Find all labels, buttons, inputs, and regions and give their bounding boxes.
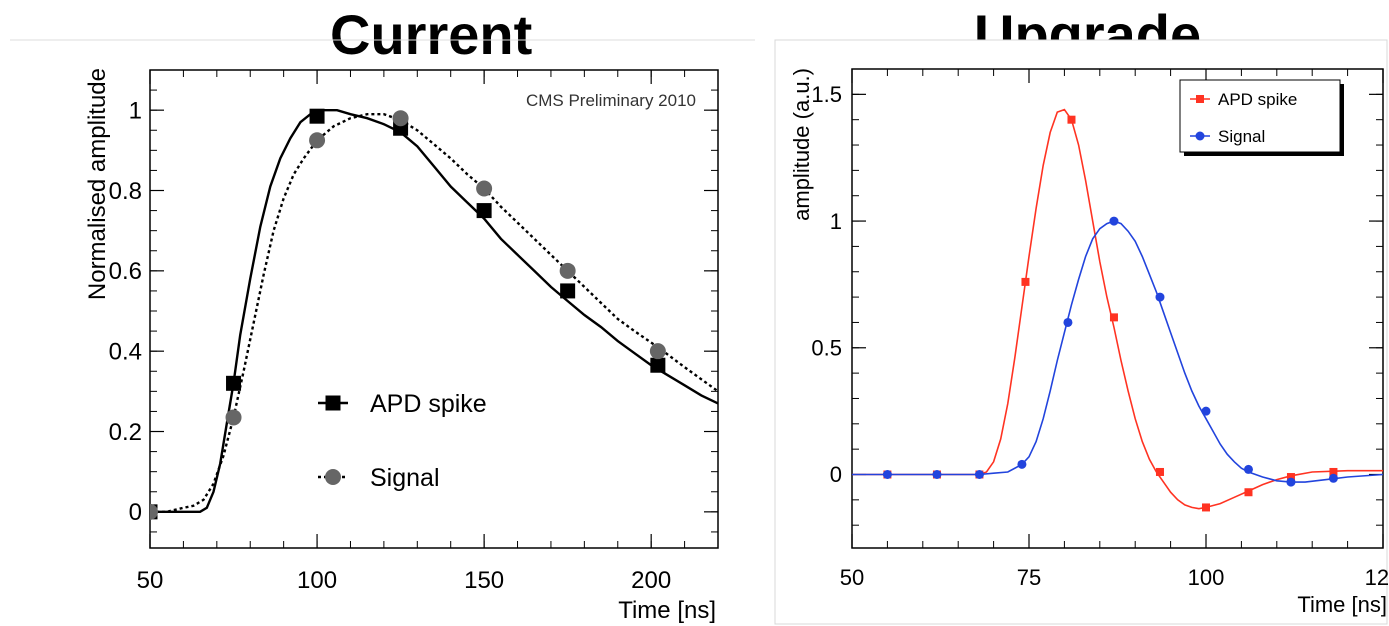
data-point-square bbox=[1286, 473, 1295, 482]
left-panel-title: Current bbox=[330, 3, 533, 66]
y-axis-label: Normalised amplitude bbox=[84, 68, 111, 300]
data-point-square bbox=[226, 375, 242, 391]
y-tick-label: 0 bbox=[129, 499, 142, 526]
series-line-0 bbox=[150, 108, 718, 513]
data-point-circle bbox=[309, 132, 326, 149]
data-point-square bbox=[1109, 313, 1118, 322]
data-point-circle bbox=[150, 503, 158, 520]
data-point-square bbox=[1155, 467, 1164, 476]
legend-label-1: Signal bbox=[370, 464, 440, 492]
data-point-square bbox=[560, 283, 576, 299]
x-axis-label: Time [ns] bbox=[1297, 592, 1387, 617]
data-point-circle bbox=[1243, 464, 1253, 474]
x-tick-label: 150 bbox=[464, 567, 504, 594]
plot-frame bbox=[851, 68, 1384, 549]
legend-marker-circle bbox=[1195, 131, 1205, 141]
x-tick-label: 100 bbox=[297, 567, 337, 594]
data-point-circle bbox=[1286, 477, 1296, 487]
data-point-circle bbox=[1063, 317, 1073, 327]
legend-label-0: APD spike bbox=[370, 390, 487, 418]
data-point-square bbox=[1021, 277, 1030, 286]
data-point-circle bbox=[649, 343, 666, 360]
x-tick-label: 200 bbox=[631, 567, 671, 594]
legend-shadow-bottom bbox=[1184, 152, 1344, 156]
y-tick-label: 1 bbox=[129, 98, 142, 125]
data-point-square bbox=[1329, 467, 1338, 476]
y-tick-label: 1.5 bbox=[811, 82, 842, 107]
x-tick-label: 75 bbox=[1017, 565, 1041, 590]
data-point-circle bbox=[559, 262, 576, 279]
data-point-circle bbox=[1328, 473, 1338, 483]
x-tick-label: 100 bbox=[1188, 565, 1225, 590]
legend-marker-square bbox=[325, 395, 341, 411]
x-tick-label: 125 bbox=[1365, 565, 1389, 590]
data-point-circle bbox=[1201, 406, 1211, 416]
data-point-circle bbox=[225, 409, 242, 426]
data-point-circle bbox=[932, 470, 942, 480]
plot-frame bbox=[149, 69, 719, 549]
y-tick-label: 1 bbox=[830, 209, 842, 234]
data-point-circle bbox=[1155, 292, 1165, 302]
y-tick-label: 0.2 bbox=[109, 419, 142, 446]
data-point-circle bbox=[392, 110, 409, 127]
data-point-circle bbox=[974, 470, 984, 480]
legend-box bbox=[1179, 79, 1341, 153]
y-tick-label: 0.6 bbox=[109, 258, 142, 285]
data-point-circle bbox=[882, 470, 892, 480]
legend-marker-circle bbox=[325, 469, 341, 485]
series-group bbox=[150, 108, 718, 520]
y-axis-label: amplitude (a.u.) bbox=[789, 68, 814, 221]
data-point-square bbox=[1202, 503, 1210, 512]
legend-marker-square bbox=[1196, 95, 1204, 103]
y-tick-label: 0 bbox=[830, 462, 842, 487]
y-tick-label: 0.5 bbox=[811, 335, 842, 360]
data-point-square bbox=[476, 203, 492, 219]
data-point-square bbox=[309, 108, 325, 124]
data-point-square bbox=[1244, 488, 1253, 497]
series-group bbox=[852, 108, 1383, 512]
data-point-circle bbox=[1017, 459, 1027, 469]
legend-label-0: APD spike bbox=[1218, 90, 1297, 109]
legend-shadow bbox=[1340, 84, 1344, 156]
x-tick-label: 50 bbox=[840, 565, 864, 590]
data-point-circle bbox=[476, 180, 493, 197]
y-tick-label: 0.8 bbox=[109, 178, 142, 205]
data-point-circle bbox=[1109, 216, 1119, 226]
series-line-0 bbox=[852, 108, 1383, 510]
x-tick-label: 50 bbox=[137, 567, 164, 594]
legend-label-1: Signal bbox=[1218, 127, 1265, 146]
chart-annotation: CMS Preliminary 2010 bbox=[526, 91, 696, 110]
data-point-square bbox=[1067, 115, 1076, 124]
y-tick-label: 0.4 bbox=[109, 339, 142, 366]
x-axis-label: Time [ns] bbox=[618, 597, 716, 624]
data-point-square bbox=[650, 357, 666, 373]
